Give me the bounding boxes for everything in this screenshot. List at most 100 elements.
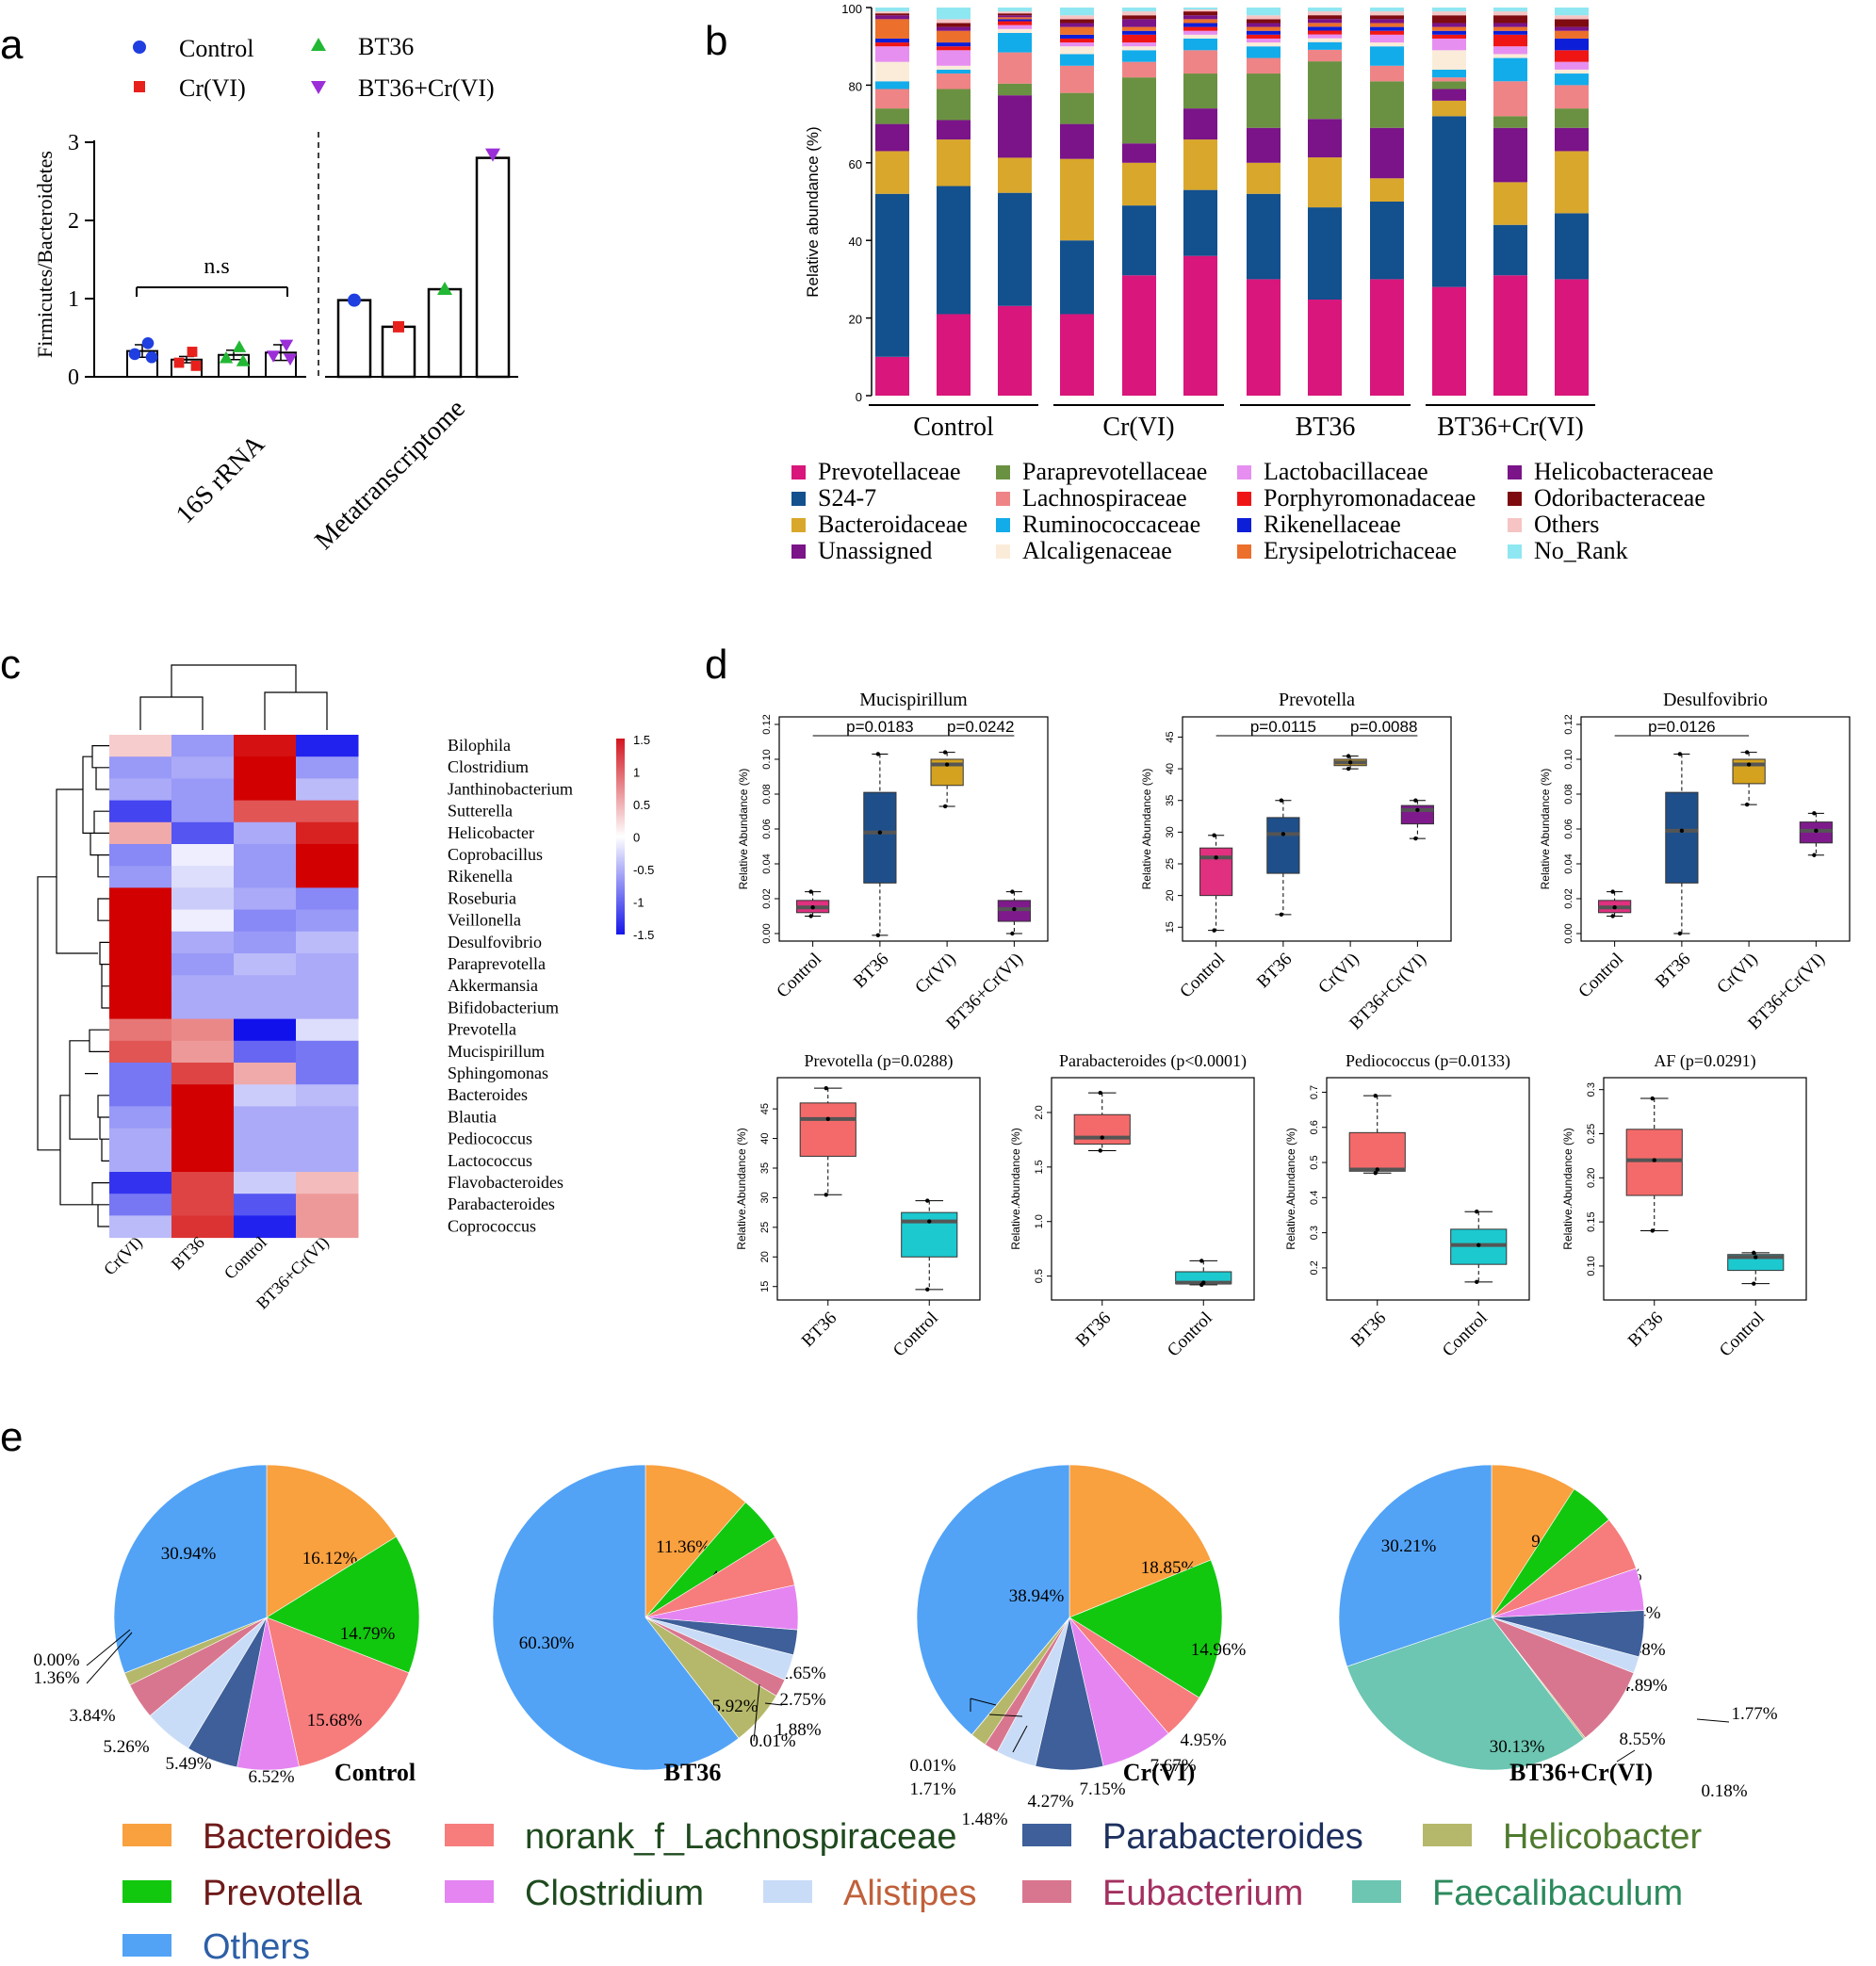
a-marker-circle [348,293,361,307]
c-colorbar-label: 0 [633,831,640,845]
c-heatmap-cell [296,866,359,888]
b-stack-segment [1122,61,1156,78]
b-stack-segment [1122,143,1156,163]
c-row-label: Flavobacteroides [448,1173,563,1192]
b-legend-swatch [1237,492,1251,506]
e-legend-swatch [1423,1824,1472,1846]
c-heatmap-cell [296,975,359,998]
d-point [1212,833,1216,837]
b-stack-segment [1432,77,1466,82]
b-legend-label: Rikenellaceae [1264,511,1401,538]
a-ytick-label: 3 [68,131,79,155]
c-heatmap-cell [109,1128,172,1151]
b-stack-segment [1432,69,1466,78]
d-point [1098,1090,1102,1096]
e-slice-label: 7.67% [1150,1756,1196,1776]
c-heatmap-cell [109,975,172,998]
a-marker-triangle [232,340,247,352]
b-legend-label: Unassigned [818,537,932,564]
b-stack-segment [1060,65,1094,93]
b-stack-segment [1432,50,1466,70]
b-stack-segment [1493,127,1527,183]
d-xtick-label: Cr(VI) [1713,950,1761,998]
d-point [1754,1255,1758,1259]
a-bar [427,287,463,379]
b-legend-label: Odoribacteraceae [1534,484,1705,512]
b-stack-segment [937,8,971,20]
c-colorbar-label: 1.5 [633,733,650,747]
b-stack-segment [1060,54,1094,66]
e-leader-line [1696,1718,1730,1723]
b-stack-segment [1308,119,1342,158]
c-heatmap-cell [109,1172,172,1194]
c-heatmap-cell [109,909,172,933]
d-point [877,830,883,835]
d-point [925,1287,930,1292]
b-stack-segment [1183,73,1217,109]
b-stack-segment [1247,23,1281,27]
b-stack-segment [1493,23,1527,27]
b-legend-label: No_Rank [1534,537,1628,564]
d-ytick-label: 0.2 [1309,1260,1320,1275]
d-point [1281,832,1286,837]
d-box [901,1211,958,1258]
d-xtick-label: BT36 [850,950,892,992]
d-xtick-label: Cr(VI) [911,950,959,998]
b-legend-swatch [1237,544,1251,559]
e-legend-label: Bacteroides [203,1817,392,1857]
c-row-label: Paraprevotella [448,954,546,973]
b-stack-segment [1122,26,1156,31]
e-slice-label: 6.52% [248,1767,294,1787]
b-stack-segment [1122,11,1156,16]
a-ylabel: Firmicutes/Bacteroidetes [33,151,57,358]
b-stack-segment [875,356,909,396]
d-title: Prevotella [1279,690,1355,710]
d-ytick-label: 0.02 [1563,888,1574,908]
a-marker-triangle-down [485,148,500,162]
b-stack-segment [875,11,909,14]
e-slice-label: 1.71% [909,1779,955,1799]
e-slice-label: 5.26% [103,1737,149,1757]
d-xtick-label: BT36 [1347,1308,1390,1351]
a-marker-circle [145,350,158,364]
b-stack-segment [1308,38,1342,42]
b-stack-segment [1370,11,1404,16]
a-marker-circle [133,41,146,54]
b-legend-swatch [1508,492,1522,506]
b-stack-segment [1060,158,1094,241]
b-stack-segment [1247,193,1281,280]
b-stack-segment [875,89,909,109]
b-stack-segment [1432,23,1466,27]
b-stack-segment [1493,8,1527,12]
b-stack-segment [1183,255,1217,396]
e-pie-slice [1346,1617,1585,1771]
b-stack-segment [1060,15,1094,20]
c-heatmap-cell [234,1040,297,1064]
d-point [944,762,950,767]
b-legend-label: Ruminococcaceae [1022,511,1200,538]
c-heatmap-cell [109,1040,172,1064]
e-leader-line [86,1632,133,1684]
e-legend-swatch [122,1934,171,1957]
d-xtick-label: Control [1574,950,1627,1002]
b-stack-segment [1247,34,1281,39]
a-ytick-label: 0 [68,366,79,390]
e-pie-title: Cr(VI) [1123,1759,1196,1786]
b-stack-segment [1060,8,1094,16]
e-slice-label: 11.36% [656,1537,710,1557]
d-ylabel: Relative.Abundance (%) [1561,1128,1574,1249]
b-stack-segment [875,46,909,62]
c-heatmap-cell [296,1018,359,1042]
b-legend-label: Erysipelotrichaceae [1264,537,1457,564]
d-title: Mucispirillum [859,690,968,710]
c-heatmap-cell [296,1040,359,1064]
b-legend-label: Porphyromonadaceae [1264,484,1476,512]
b-stack-segment [1555,151,1589,214]
b-stack-segment [1370,8,1404,12]
d-ytick-label: 0.00 [1563,923,1574,943]
d-xtick-label: Control [1164,1308,1216,1361]
c-heatmap-cell [296,756,359,779]
b-stack-segment [1555,279,1589,396]
b-group-label: Cr(VI) [1102,413,1174,442]
